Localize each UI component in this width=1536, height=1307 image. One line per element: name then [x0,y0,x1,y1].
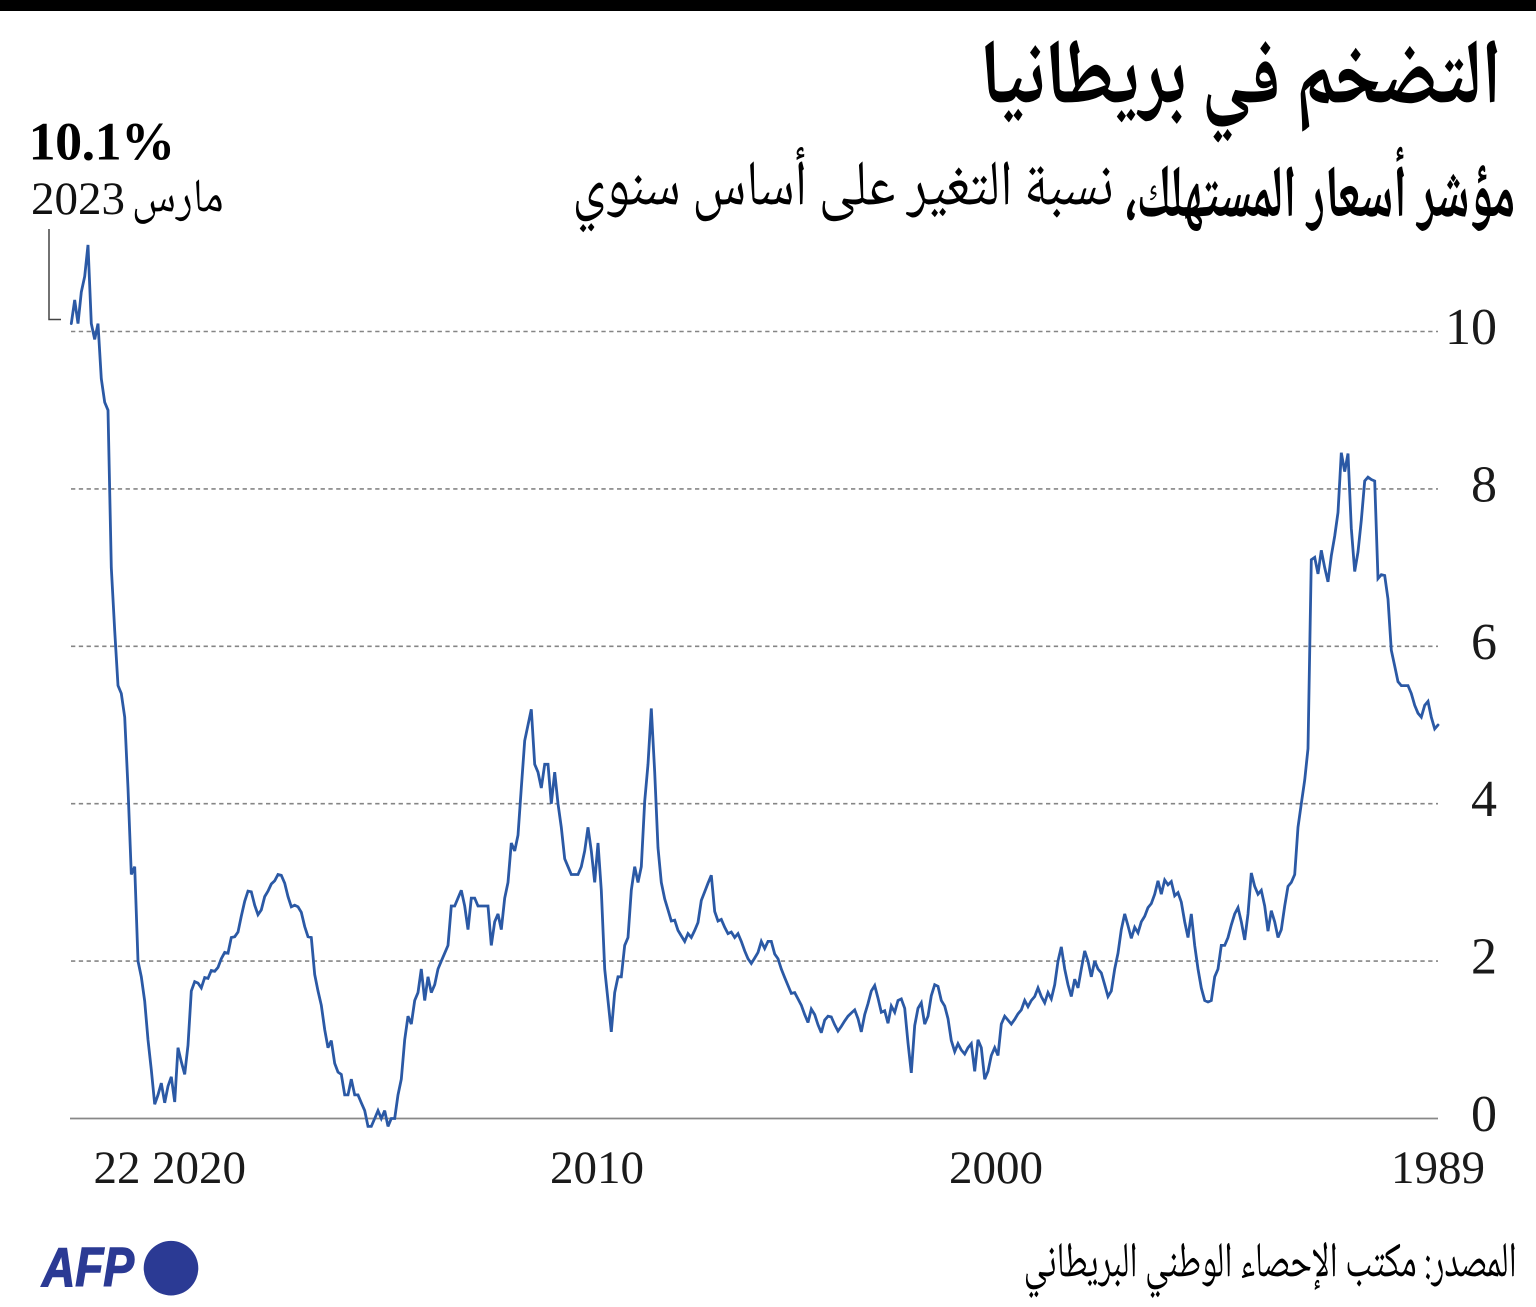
svg-text:4: 4 [1471,771,1497,828]
svg-text:0: 0 [1471,1086,1497,1143]
svg-text:2: 2 [1471,929,1497,986]
svg-text:2010: 2010 [550,1142,644,1194]
svg-text:22: 22 [94,1142,141,1194]
svg-text:2020: 2020 [152,1142,246,1194]
svg-text:6: 6 [1471,614,1497,671]
svg-text:AFP: AFP [40,1237,134,1298]
svg-text:8: 8 [1471,456,1497,513]
svg-text:2000: 2000 [949,1142,1043,1194]
svg-text:10.1%: 10.1% [29,111,175,171]
svg-text:2023: 2023 [31,173,125,225]
svg-text:10: 10 [1445,299,1497,356]
svg-text:1989: 1989 [1391,1142,1485,1194]
